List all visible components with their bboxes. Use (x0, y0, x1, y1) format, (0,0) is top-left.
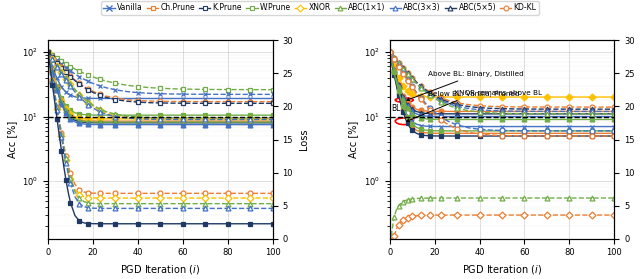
Y-axis label: Acc [%]: Acc [%] (348, 121, 358, 158)
Y-axis label: Acc [%]: Acc [%] (6, 121, 17, 158)
X-axis label: PGD Iteration $(i)$: PGD Iteration $(i)$ (462, 263, 542, 276)
Text: Above BL: Binary, Distilled: Above BL: Binary, Distilled (407, 71, 524, 101)
Text: XNOR remains above BL: XNOR remains above BL (454, 90, 541, 96)
Text: Below BL: Vanilla, Pruned: Below BL: Vanilla, Pruned (406, 91, 519, 122)
X-axis label: PGD Iteration $(i)$: PGD Iteration $(i)$ (120, 263, 200, 276)
Text: BL: BL (391, 104, 401, 113)
Y-axis label: Loss: Loss (299, 129, 308, 150)
Legend: Vanilla, Ch.Prune, K.Prune, W.Prune, XNOR, ABC(1×1), ABC(3×3), ABC(5×5), KD-KL: Vanilla, Ch.Prune, K.Prune, W.Prune, XNO… (101, 1, 539, 15)
